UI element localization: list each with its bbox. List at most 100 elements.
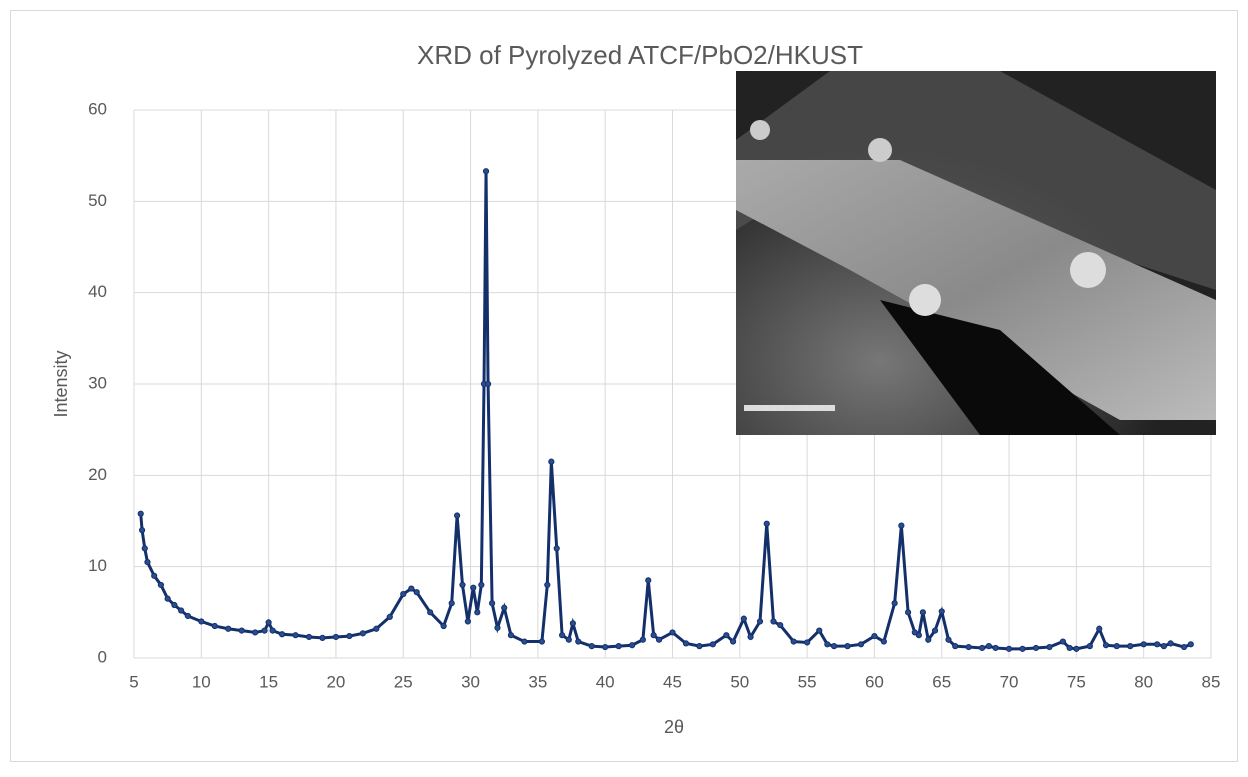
data-point — [645, 577, 652, 584]
y-tick-label: 0 — [98, 647, 107, 666]
data-point — [1140, 641, 1147, 648]
inset-particle — [868, 138, 892, 162]
data-point — [979, 644, 986, 652]
data-point — [709, 641, 716, 648]
x-tick-label: 65 — [932, 672, 951, 691]
data-point — [1180, 643, 1188, 651]
data-point — [945, 636, 952, 643]
x-tick-label: 25 — [394, 672, 413, 691]
data-point — [952, 643, 959, 650]
data-point — [144, 559, 151, 566]
data-point — [770, 618, 777, 625]
data-point — [992, 644, 999, 652]
data-point — [575, 638, 582, 645]
data-point — [474, 609, 481, 616]
data-point — [824, 641, 831, 648]
x-tick-label: 10 — [192, 672, 211, 691]
data-point — [740, 615, 747, 622]
data-point — [1005, 645, 1013, 652]
inset-particle — [909, 284, 941, 316]
data-point — [729, 638, 737, 645]
data-point — [448, 600, 455, 607]
x-tick-label: 80 — [1134, 672, 1153, 691]
data-point — [178, 607, 185, 614]
data-point — [1066, 644, 1073, 652]
data-point — [141, 545, 148, 552]
data-point — [1059, 638, 1067, 645]
data-point — [682, 640, 690, 647]
grid: 0 10 20 30 40 50 60 5 10 15 20 25 30 35 40 45 50 55 60 65 70… — [88, 99, 1220, 691]
data-point — [346, 632, 353, 640]
data-point — [265, 619, 272, 626]
data-point — [925, 636, 932, 643]
inset-fiber — [736, 160, 1216, 420]
y-tick-label: 40 — [88, 282, 107, 301]
data-point — [985, 643, 992, 650]
sem-inset — [736, 71, 1216, 435]
data-point — [478, 581, 485, 589]
data-point — [844, 643, 851, 650]
data-point — [427, 609, 434, 616]
data-point — [804, 639, 811, 646]
data-point — [915, 632, 922, 639]
data-point — [521, 638, 528, 645]
data-point — [816, 627, 823, 634]
inset-scale-bar — [744, 405, 835, 411]
data-point — [151, 572, 158, 579]
data-point — [1073, 645, 1080, 652]
data-point — [459, 581, 466, 589]
x-tick-label: 40 — [596, 672, 615, 691]
data-point — [1167, 640, 1174, 647]
data-point — [157, 581, 165, 589]
data-point — [669, 629, 676, 636]
data-point — [565, 636, 572, 643]
data-point — [655, 636, 663, 643]
data-point — [938, 608, 945, 615]
data-point — [629, 642, 636, 649]
x-tick-label: 85 — [1202, 672, 1221, 691]
data-point — [1032, 644, 1040, 652]
data-point — [904, 609, 912, 616]
data-point — [494, 624, 501, 631]
data-point — [464, 618, 471, 625]
data-point — [332, 633, 340, 641]
x-tick-label: 45 — [663, 672, 682, 691]
data-point — [1102, 642, 1110, 649]
data-point — [211, 622, 218, 630]
data-point — [184, 612, 191, 620]
data-point — [261, 627, 268, 634]
data-point — [454, 512, 461, 519]
data-point — [413, 589, 420, 596]
data-point — [470, 584, 477, 591]
data-point — [756, 618, 764, 625]
y-tick-label: 50 — [88, 191, 107, 210]
x-tick-label: 60 — [865, 672, 884, 691]
data-point — [501, 604, 508, 611]
plot-area — [137, 168, 1194, 652]
x-tick-label: 75 — [1067, 672, 1086, 691]
data-point — [615, 643, 622, 650]
data-point — [164, 595, 171, 602]
y-axis-label: Intensity — [51, 350, 71, 417]
data-point — [1187, 641, 1194, 648]
data-point — [482, 168, 490, 175]
x-tick-label: 35 — [528, 672, 547, 691]
data-point — [830, 643, 838, 650]
y-tick-label: 60 — [88, 99, 107, 118]
data-point — [1086, 643, 1093, 650]
y-tick-label: 30 — [88, 373, 107, 392]
data-point — [1113, 643, 1120, 650]
data-point — [252, 629, 259, 636]
x-tick-label: 15 — [259, 672, 278, 691]
data-point — [696, 643, 703, 650]
data-point — [553, 545, 560, 552]
data-point — [238, 627, 245, 634]
data-point — [171, 601, 178, 609]
data-point — [538, 638, 546, 645]
data-point — [919, 609, 927, 616]
data-point — [931, 627, 939, 634]
x-tick-label: 5 — [129, 672, 138, 691]
data-point — [639, 636, 646, 643]
data-point — [408, 585, 415, 592]
